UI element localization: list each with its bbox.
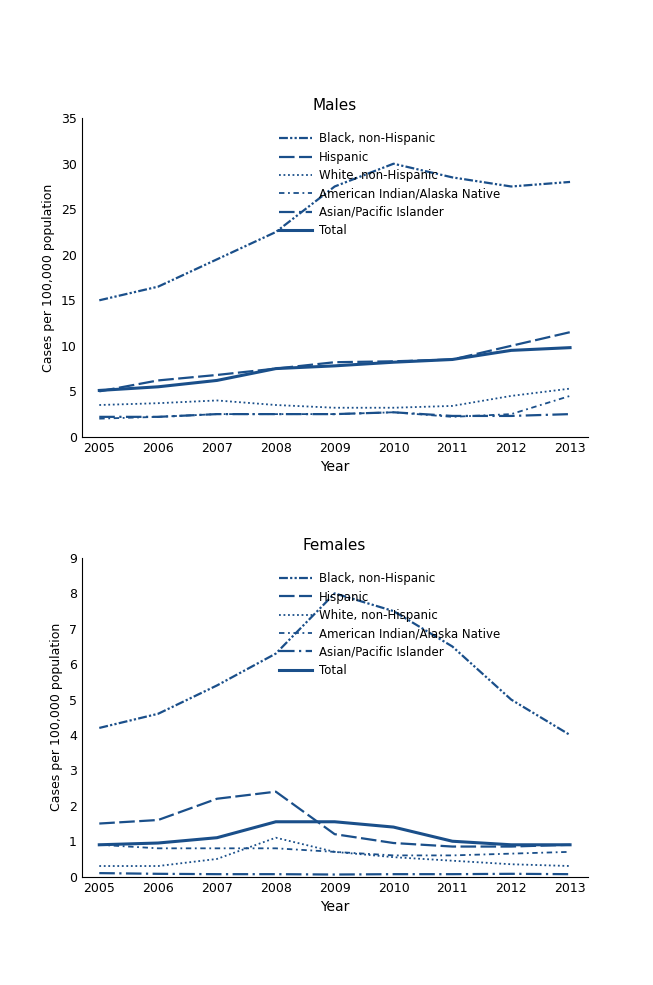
Y-axis label: Cases per 100,000 population: Cases per 100,000 population: [42, 183, 56, 371]
Legend: Black, non-Hispanic, Hispanic, White, non-Hispanic, American Indian/Alaska Nativ: Black, non-Hispanic, Hispanic, White, no…: [274, 567, 505, 682]
Title: Females: Females: [303, 538, 366, 553]
Title: Males: Males: [313, 98, 357, 113]
X-axis label: Year: Year: [320, 460, 349, 475]
Legend: Black, non-Hispanic, Hispanic, White, non-Hispanic, American Indian/Alaska Nativ: Black, non-Hispanic, Hispanic, White, no…: [274, 128, 505, 241]
Y-axis label: Cases per 100,000 population: Cases per 100,000 population: [50, 624, 63, 812]
X-axis label: Year: Year: [320, 900, 349, 914]
